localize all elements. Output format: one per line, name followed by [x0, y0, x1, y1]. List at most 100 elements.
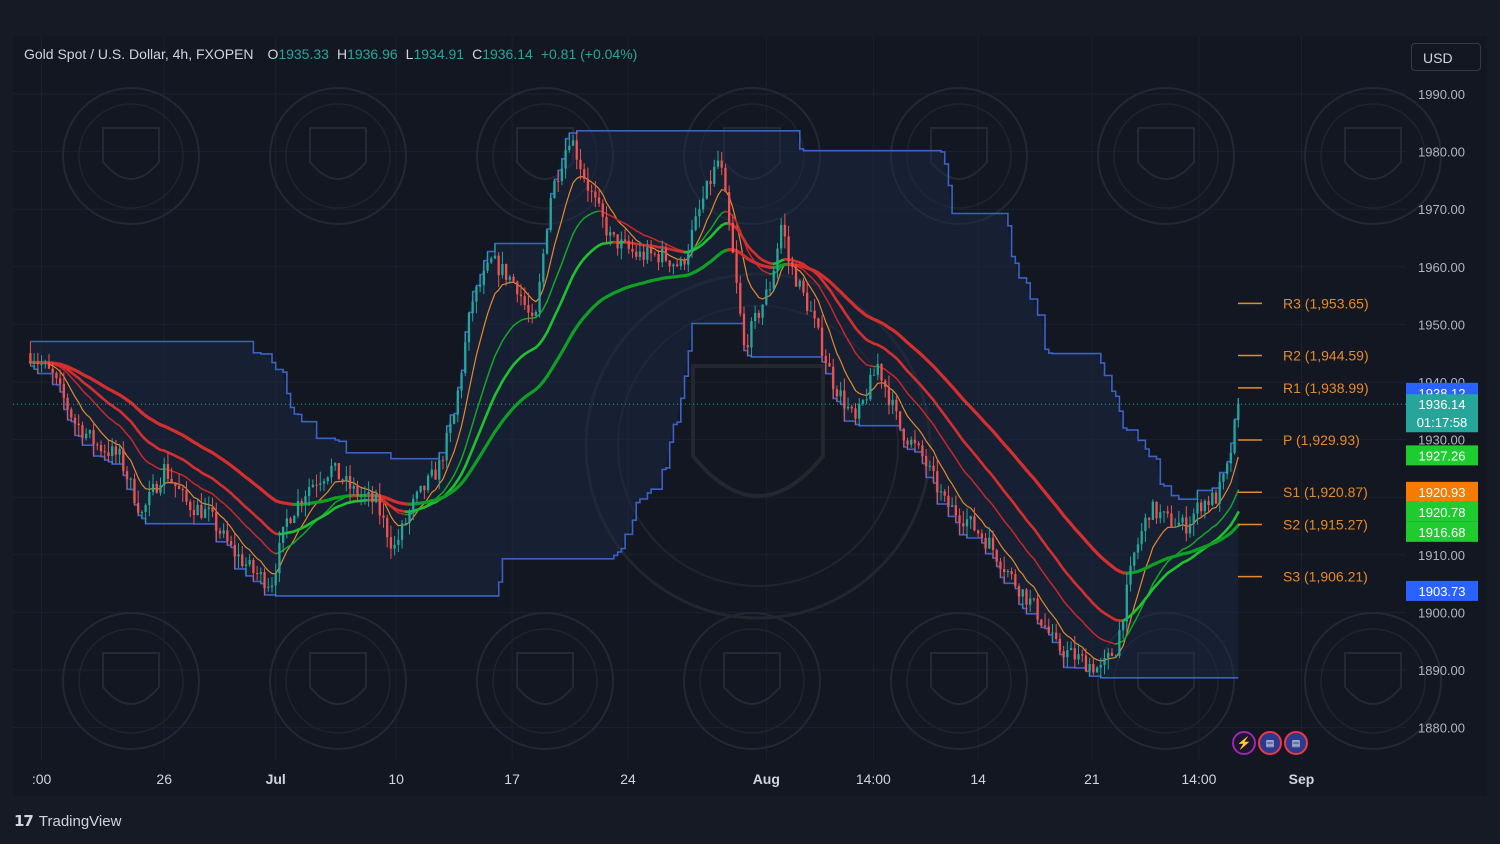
candle	[709, 180, 712, 184]
candle	[326, 477, 329, 482]
candle	[765, 289, 768, 305]
candle	[352, 485, 355, 489]
ema-mid-line	[1226, 505, 1232, 513]
watermark-seal	[1320, 103, 1426, 209]
candle	[846, 406, 850, 409]
candle	[672, 264, 675, 267]
ema-mid-line	[1189, 542, 1195, 547]
candle	[222, 530, 225, 534]
candle	[932, 465, 935, 472]
watermark-shield-icon	[723, 652, 781, 705]
ema-mid-line	[891, 374, 898, 380]
candle	[980, 533, 984, 539]
watermark-seal	[1304, 87, 1442, 225]
watermark-seal	[62, 612, 200, 750]
ema-mid-line	[196, 484, 203, 490]
ema-mid-line	[63, 369, 69, 375]
ema-mid-line	[1192, 538, 1199, 544]
candle	[307, 487, 311, 497]
ema-mid-line	[825, 297, 831, 305]
candle	[1084, 655, 1088, 672]
ema-mid-line	[1218, 516, 1225, 522]
ema-fast-line	[460, 465, 467, 476]
watermark-seal	[890, 612, 1028, 750]
candle	[1129, 565, 1132, 585]
ema-mid-line	[951, 452, 957, 460]
ema-mid-line	[973, 482, 979, 489]
candle	[646, 247, 649, 260]
candle	[111, 446, 114, 457]
candle	[936, 471, 939, 493]
ema-mid-line	[910, 396, 916, 403]
ema-mid-line	[1077, 616, 1083, 622]
ema-mid-line	[546, 291, 552, 303]
candle	[910, 439, 913, 445]
ema-mid-line	[925, 414, 931, 421]
candle	[727, 192, 731, 223]
pivot-label-r1: R1 (1,938.99)	[1283, 380, 1369, 396]
current-price-label: 1936.14	[1419, 397, 1466, 412]
ema-mid-line	[631, 227, 637, 232]
price-chart[interactable]: R3 (1,953.65) R2 (1,944.59) R1 (1,938.99) P…	[13, 36, 1487, 796]
watermark-seal	[78, 103, 184, 209]
candle	[612, 232, 616, 235]
candle	[969, 516, 972, 520]
candle	[393, 544, 396, 549]
ema-mid-line	[330, 501, 336, 508]
ema-mid-line	[698, 238, 704, 244]
candle	[694, 216, 697, 230]
ema-mid-line	[706, 228, 712, 235]
candle	[549, 198, 552, 230]
candle	[1211, 492, 1214, 505]
close-label: C	[472, 46, 483, 62]
bolt-icon[interactable]: ⚡	[1232, 731, 1256, 755]
candle	[441, 460, 445, 462]
candle	[817, 318, 820, 328]
watermark-shield-icon	[102, 652, 160, 705]
us-flag-icon[interactable]: ▤	[1284, 731, 1308, 755]
y-tick-label: 1900.00	[1418, 605, 1465, 620]
candle	[73, 417, 77, 424]
us-flag-icon[interactable]: ▤	[1258, 731, 1282, 755]
ema-mid-line	[497, 340, 504, 350]
ema-mid-line	[300, 531, 307, 537]
currency-button[interactable]: USD	[1411, 43, 1481, 71]
ema-mid-line	[85, 393, 91, 399]
x-tick-label: 21	[1084, 771, 1100, 787]
candle	[590, 190, 593, 192]
candle	[170, 478, 173, 483]
candle	[426, 475, 430, 491]
ema-mid-line	[613, 216, 619, 221]
candle	[809, 310, 813, 312]
candle	[460, 373, 463, 391]
ema-mid-line	[1062, 600, 1069, 607]
candle	[664, 248, 668, 261]
candle	[880, 363, 883, 381]
ema-mid-line	[126, 433, 132, 440]
candle	[635, 251, 638, 257]
ema-mid-line	[1088, 628, 1095, 634]
candle	[965, 519, 969, 527]
candle	[29, 353, 32, 363]
candle	[348, 475, 352, 489]
candle	[341, 479, 344, 482]
x-tick-label: 14:00	[1181, 771, 1216, 787]
ema-mid-line	[1204, 530, 1210, 535]
x-tick-label: :00	[32, 771, 52, 787]
candle	[215, 511, 218, 531]
ema-mid-line	[1044, 574, 1050, 582]
ema-mid-line	[903, 387, 909, 395]
candle	[504, 263, 508, 280]
ema-mid-line	[969, 477, 976, 484]
candle	[813, 310, 816, 319]
candle	[456, 390, 459, 415]
ema-mid-line	[1200, 532, 1206, 538]
candle	[423, 485, 426, 491]
ema-mid-line	[999, 515, 1005, 522]
price-badge	[1406, 481, 1478, 502]
x-tick-label: 26	[156, 771, 172, 787]
y-tick-label: 1910.00	[1418, 548, 1465, 563]
candle	[724, 167, 727, 193]
watermark-shield-icon	[1137, 652, 1195, 705]
ema-mid-line	[449, 474, 455, 482]
